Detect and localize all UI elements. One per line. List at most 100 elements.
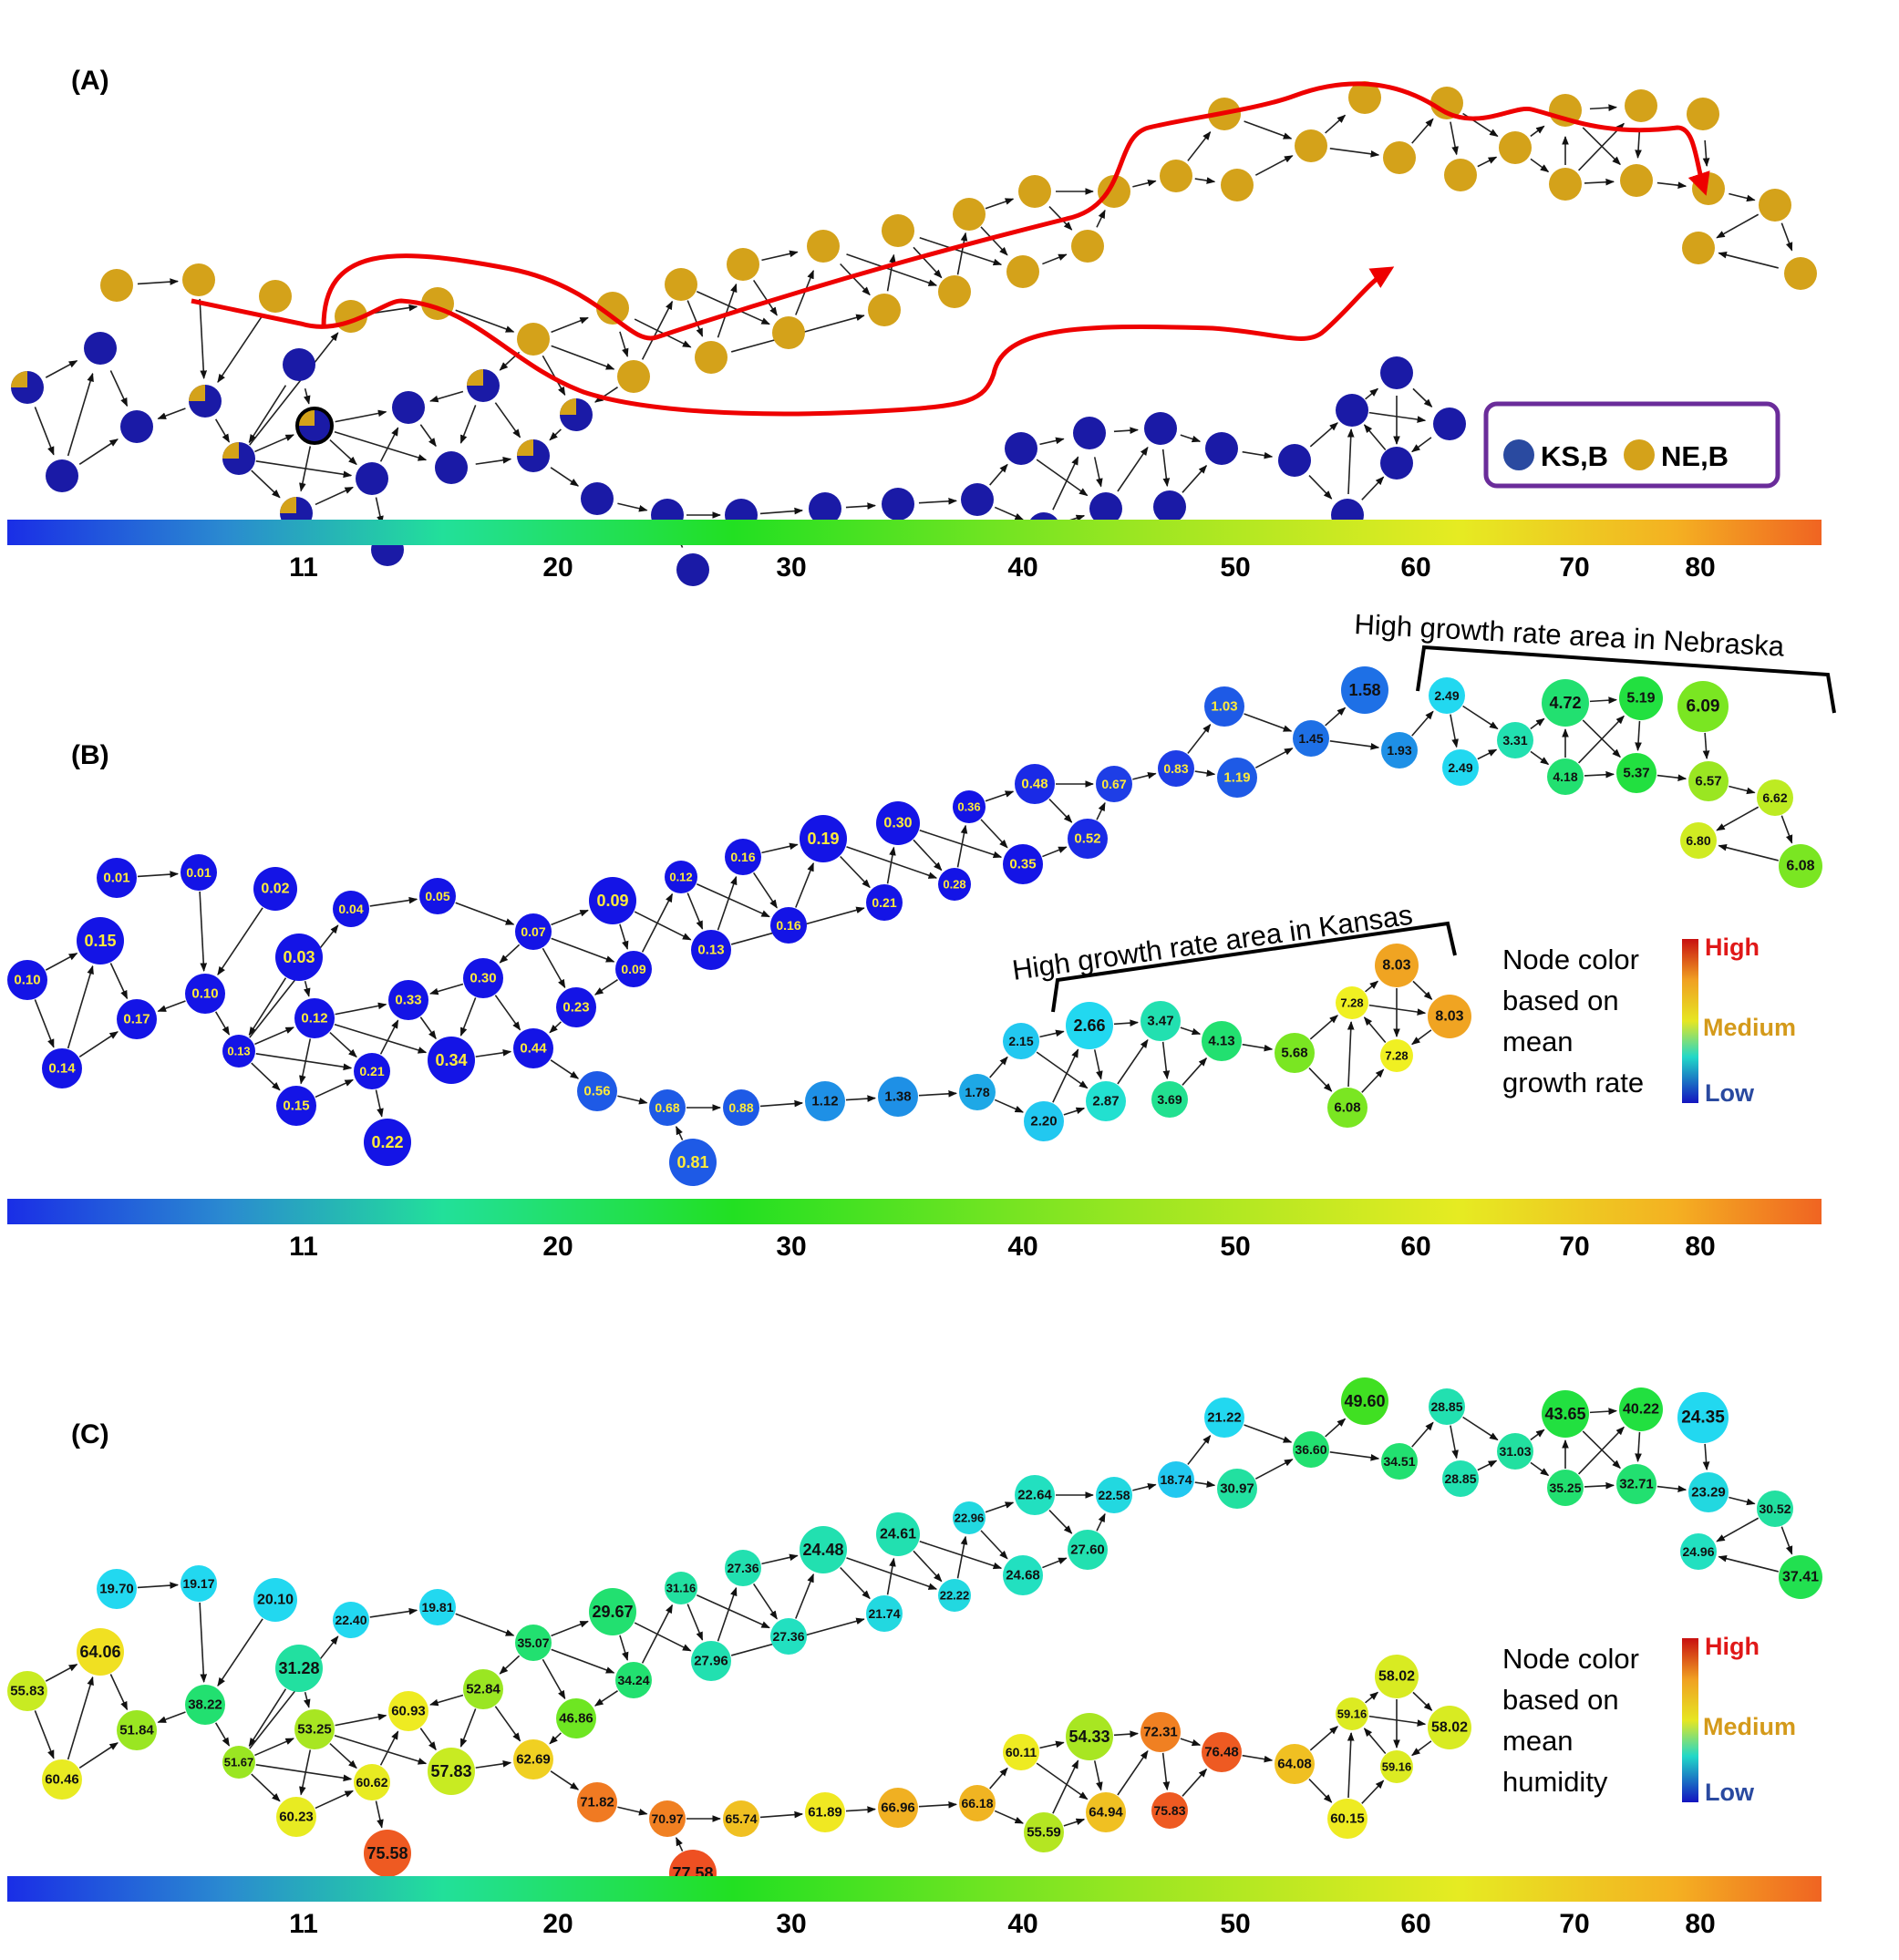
edge [551,345,615,370]
node-value: 64.94 [1089,1805,1123,1821]
edge [1063,1107,1086,1116]
node-circle [419,878,456,914]
edge [248,977,287,1037]
edge [550,1059,580,1079]
node-circle [1547,758,1584,795]
node-circle [1380,447,1413,480]
colorbar-tick-label: 60 [1400,552,1430,583]
node-n37: 0.67 [1096,766,1132,802]
edge [1182,1768,1208,1797]
node-value: 0.16 [776,918,800,933]
node-value: 1.19 [1223,770,1250,786]
node-value: 58.02 [1378,1669,1415,1685]
edge [1052,456,1079,511]
node-value: 0.03 [283,948,315,966]
edge [1578,1426,1625,1475]
growth-legend-line-4: growth rate [1502,1067,1644,1099]
node-circle [691,930,731,970]
edge [375,497,384,525]
edge [1325,1418,1347,1438]
node-value: 37.41 [1782,1570,1819,1585]
edge [759,1810,804,1819]
edge [846,253,938,286]
node-circle [959,1785,996,1821]
edge [157,407,186,420]
node-n12: 0.15 [276,1086,316,1126]
node-circle [1682,232,1715,264]
edge [1048,798,1073,823]
edge [1039,1740,1065,1749]
edge [1093,1760,1103,1791]
edge [1347,428,1355,495]
node-circle [294,1709,335,1749]
node-n62 [961,483,994,516]
edge [248,385,287,444]
node-n52: 6.57 [1688,761,1729,801]
node-circle [1688,761,1729,801]
node-circle [1542,679,1589,727]
edge [846,1557,938,1590]
node-n35: 22.64 [1015,1475,1055,1515]
edge [304,1691,311,1708]
node-value: 0.10 [14,973,40,988]
node-value: 71.82 [580,1795,614,1810]
edge [919,830,1003,859]
edge [254,434,294,453]
edge [686,1604,704,1641]
node-value: 35.07 [517,1635,549,1650]
node-circle [1429,1388,1465,1425]
edge [676,1836,684,1852]
edge [1780,815,1793,844]
node-n14: 0.22 [364,1119,411,1166]
node-circle [1442,749,1479,786]
node-n35 [1018,175,1051,208]
node-circle [392,391,425,424]
edge [1113,1730,1140,1738]
node-n50: 5.37 [1616,753,1656,793]
node-circle [120,410,153,443]
edge [980,1530,1008,1560]
node-n19 [435,451,468,484]
node-mixed-wedge [298,409,315,426]
node-n12: 60.23 [276,1797,316,1837]
node-n04 [120,410,153,443]
node-value: 24.96 [1682,1544,1714,1559]
edge [551,937,615,963]
node-n35: 0.48 [1015,764,1055,804]
growth-scale-bar [1682,939,1698,1103]
edge [1308,474,1333,500]
node-circle [1066,1002,1113,1049]
node-circle [770,1618,807,1655]
node-value: 0.23 [562,1000,589,1016]
node-n31: 0.30 [876,801,920,845]
node-n09: 31.28 [275,1645,323,1692]
node-value: 30.52 [1759,1501,1791,1516]
edge [1363,1016,1387,1044]
node-value: 22.40 [335,1613,366,1627]
node-circle [1336,394,1368,427]
node-circle [1003,844,1043,884]
node-circle [596,292,629,325]
node-circle [1005,432,1037,465]
node-circle [354,1764,390,1800]
colorbar-tick-label: 11 [289,1232,318,1262]
node-mixed-wedge [517,439,533,456]
node-n58: 0.81 [669,1139,717,1186]
node-value: 27.96 [694,1654,728,1669]
node-circle [185,1685,225,1725]
node-value: 1.03 [1211,699,1237,715]
colorbar-2 [7,1199,1822,1224]
node-value: 76.48 [1204,1745,1239,1760]
node-n74: 59.16 [1380,1750,1413,1783]
node-circle [725,1550,761,1586]
node-circle [770,907,807,944]
node-n36: 27.60 [1068,1530,1108,1570]
node-n47: 4.72 [1542,679,1589,727]
node-n60 [809,492,841,525]
node-value: 59.16 [1337,1707,1367,1721]
colorbar-tick-label: 50 [1220,552,1250,583]
node-circle [1619,676,1663,720]
node-value: 4.18 [1553,769,1577,784]
node-circle [435,451,468,484]
node-value: 22.64 [1017,1488,1052,1503]
